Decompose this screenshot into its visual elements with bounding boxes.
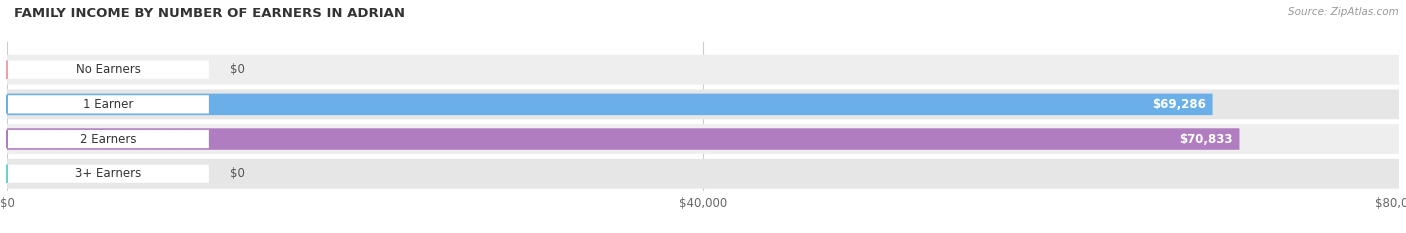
- FancyBboxPatch shape: [7, 94, 1212, 115]
- FancyBboxPatch shape: [7, 164, 209, 183]
- Text: Source: ZipAtlas.com: Source: ZipAtlas.com: [1288, 7, 1399, 17]
- FancyBboxPatch shape: [7, 95, 209, 113]
- FancyBboxPatch shape: [7, 128, 1240, 150]
- Text: 2 Earners: 2 Earners: [80, 133, 136, 146]
- Text: 3+ Earners: 3+ Earners: [75, 167, 141, 180]
- FancyBboxPatch shape: [7, 55, 1399, 85]
- Text: $69,286: $69,286: [1152, 98, 1205, 111]
- Text: $0: $0: [229, 63, 245, 76]
- FancyBboxPatch shape: [7, 89, 1399, 119]
- FancyBboxPatch shape: [7, 130, 209, 148]
- Text: No Earners: No Earners: [76, 63, 141, 76]
- FancyBboxPatch shape: [7, 159, 1399, 189]
- FancyBboxPatch shape: [7, 61, 209, 79]
- Text: $70,833: $70,833: [1180, 133, 1233, 146]
- FancyBboxPatch shape: [7, 124, 1399, 154]
- Text: $0: $0: [229, 167, 245, 180]
- Text: 1 Earner: 1 Earner: [83, 98, 134, 111]
- Text: FAMILY INCOME BY NUMBER OF EARNERS IN ADRIAN: FAMILY INCOME BY NUMBER OF EARNERS IN AD…: [14, 7, 405, 20]
